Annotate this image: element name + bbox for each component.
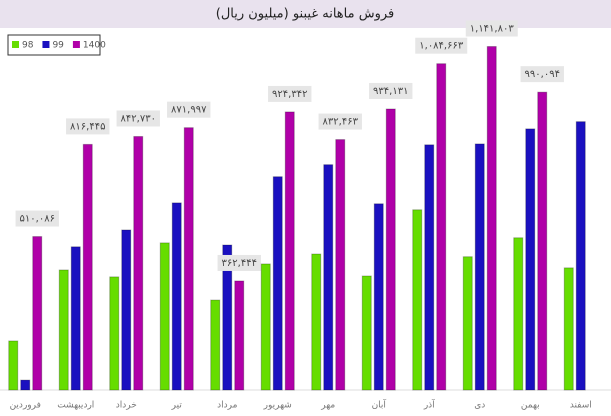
bar: [513, 237, 524, 391]
value-label: ۱,۱۴۱,۸۰۳: [470, 24, 515, 35]
value-label-bg: [465, 20, 518, 37]
x-tick-label: آبان: [372, 399, 387, 411]
bar: [159, 242, 170, 391]
bar: [210, 299, 221, 391]
x-tick-label: خرداد: [116, 401, 137, 411]
x-tick-label: فروردین: [10, 401, 41, 411]
bar: [311, 253, 322, 391]
chart-title: فروش ماهانه غیبنو (میلیون ریال): [216, 7, 395, 22]
bar: [412, 209, 423, 391]
value-label: ۳۶۲,۴۴۴: [222, 258, 257, 269]
bar: [8, 340, 19, 391]
value-label: ۹۹۰,۰۹۴: [525, 69, 560, 80]
legend-swatch: [72, 41, 80, 48]
value-label-bg: [116, 110, 160, 127]
x-tick-label: بهمن: [521, 401, 540, 411]
legend-label: 99: [52, 41, 64, 51]
bar: [575, 121, 586, 391]
legend-swatch: [42, 41, 50, 48]
x-tick-label: آذر: [423, 399, 435, 411]
x-tick-label: مهر: [320, 401, 335, 411]
value-label-bg: [217, 254, 261, 271]
x-tick-label: اسفند: [570, 401, 592, 411]
bar: [121, 229, 132, 391]
bar: [272, 176, 283, 391]
bar: [82, 143, 93, 391]
bar: [284, 111, 295, 391]
bar: [525, 128, 536, 391]
value-label: ۵۱۰,۰۸۶: [20, 214, 55, 225]
bar: [133, 135, 144, 391]
bar: [58, 269, 69, 391]
bar: [171, 202, 182, 391]
bar: [32, 236, 43, 391]
x-tick-label: دی: [474, 401, 485, 411]
bar: [222, 244, 233, 391]
bar: [563, 267, 574, 391]
value-label-bg: [66, 118, 110, 135]
bar: [537, 91, 548, 391]
bar: [70, 246, 81, 391]
bar: [436, 63, 447, 391]
value-label: ۸۳۲,۴۶۳: [323, 117, 359, 128]
value-label: ۸۱۶,۴۴۵: [70, 121, 105, 132]
value-label: ۸۴۲,۷۳۰: [121, 113, 156, 124]
legend-box: [7, 34, 101, 56]
legend-label: 98: [22, 41, 34, 51]
x-tick-label: شهریور: [263, 401, 292, 411]
value-label-bg: [520, 66, 564, 83]
legend-swatch: [12, 41, 19, 48]
bar: [462, 256, 473, 391]
value-label: ۸۷۱,۹۹۷: [171, 105, 207, 116]
bar: [183, 127, 194, 391]
bar: [424, 144, 435, 391]
bar: [486, 46, 497, 391]
bar: [385, 108, 396, 391]
value-label-bg: [415, 37, 468, 54]
bar: [260, 263, 271, 391]
value-label: ۹۲۴,۳۴۲: [272, 89, 307, 100]
bar: [109, 276, 120, 391]
value-label: ۹۳۴,۱۳۱: [373, 86, 408, 97]
value-label-bg: [15, 210, 59, 227]
bar: [373, 203, 384, 391]
value-label: ۱,۰۸۴,۶۶۳: [419, 41, 464, 52]
value-label-bg: [318, 113, 362, 130]
value-label-bg: [268, 85, 312, 102]
bar: [20, 379, 31, 391]
bar: [361, 275, 372, 391]
value-label-bg: [167, 101, 211, 118]
x-tick-label: مرداد: [217, 401, 237, 411]
x-tick-label: تیر: [171, 401, 183, 411]
bar: [234, 280, 245, 391]
bar: [474, 143, 485, 391]
bar: [323, 164, 334, 391]
legend-label: 1400: [83, 41, 106, 51]
x-tick-label: اردیبهشت: [57, 401, 94, 411]
value-label-bg: [369, 82, 413, 99]
bar: [335, 139, 346, 391]
